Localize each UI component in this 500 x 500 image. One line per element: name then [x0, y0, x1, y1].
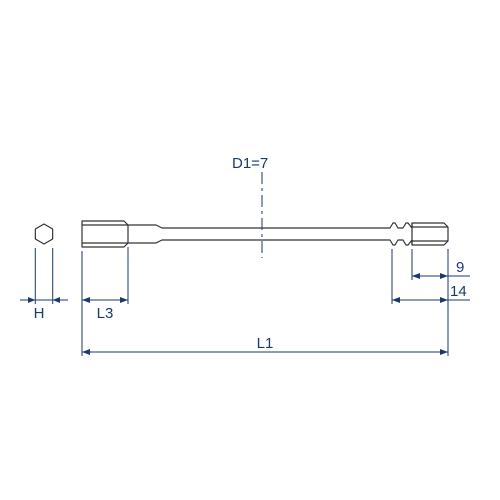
dim-14-label: 14: [450, 283, 467, 300]
bit-side-view: [82, 221, 448, 247]
dim-d1: D1=7: [232, 155, 268, 172]
hex-end-view-icon: [35, 224, 52, 244]
dim-l1: L1: [82, 304, 448, 356]
dim-h: H: [20, 248, 68, 322]
technical-drawing: D1=7 H L3 9 14: [0, 0, 500, 500]
dim-l1-label: L1: [257, 335, 274, 352]
dim-9: 9: [412, 249, 470, 280]
dim-l3-label: L3: [97, 305, 114, 322]
dim-l3: L3: [82, 247, 128, 322]
dim-d1-label: D1=7: [232, 155, 268, 172]
dim-h-label: H: [34, 305, 45, 322]
dim-9-label: 9: [456, 259, 464, 276]
